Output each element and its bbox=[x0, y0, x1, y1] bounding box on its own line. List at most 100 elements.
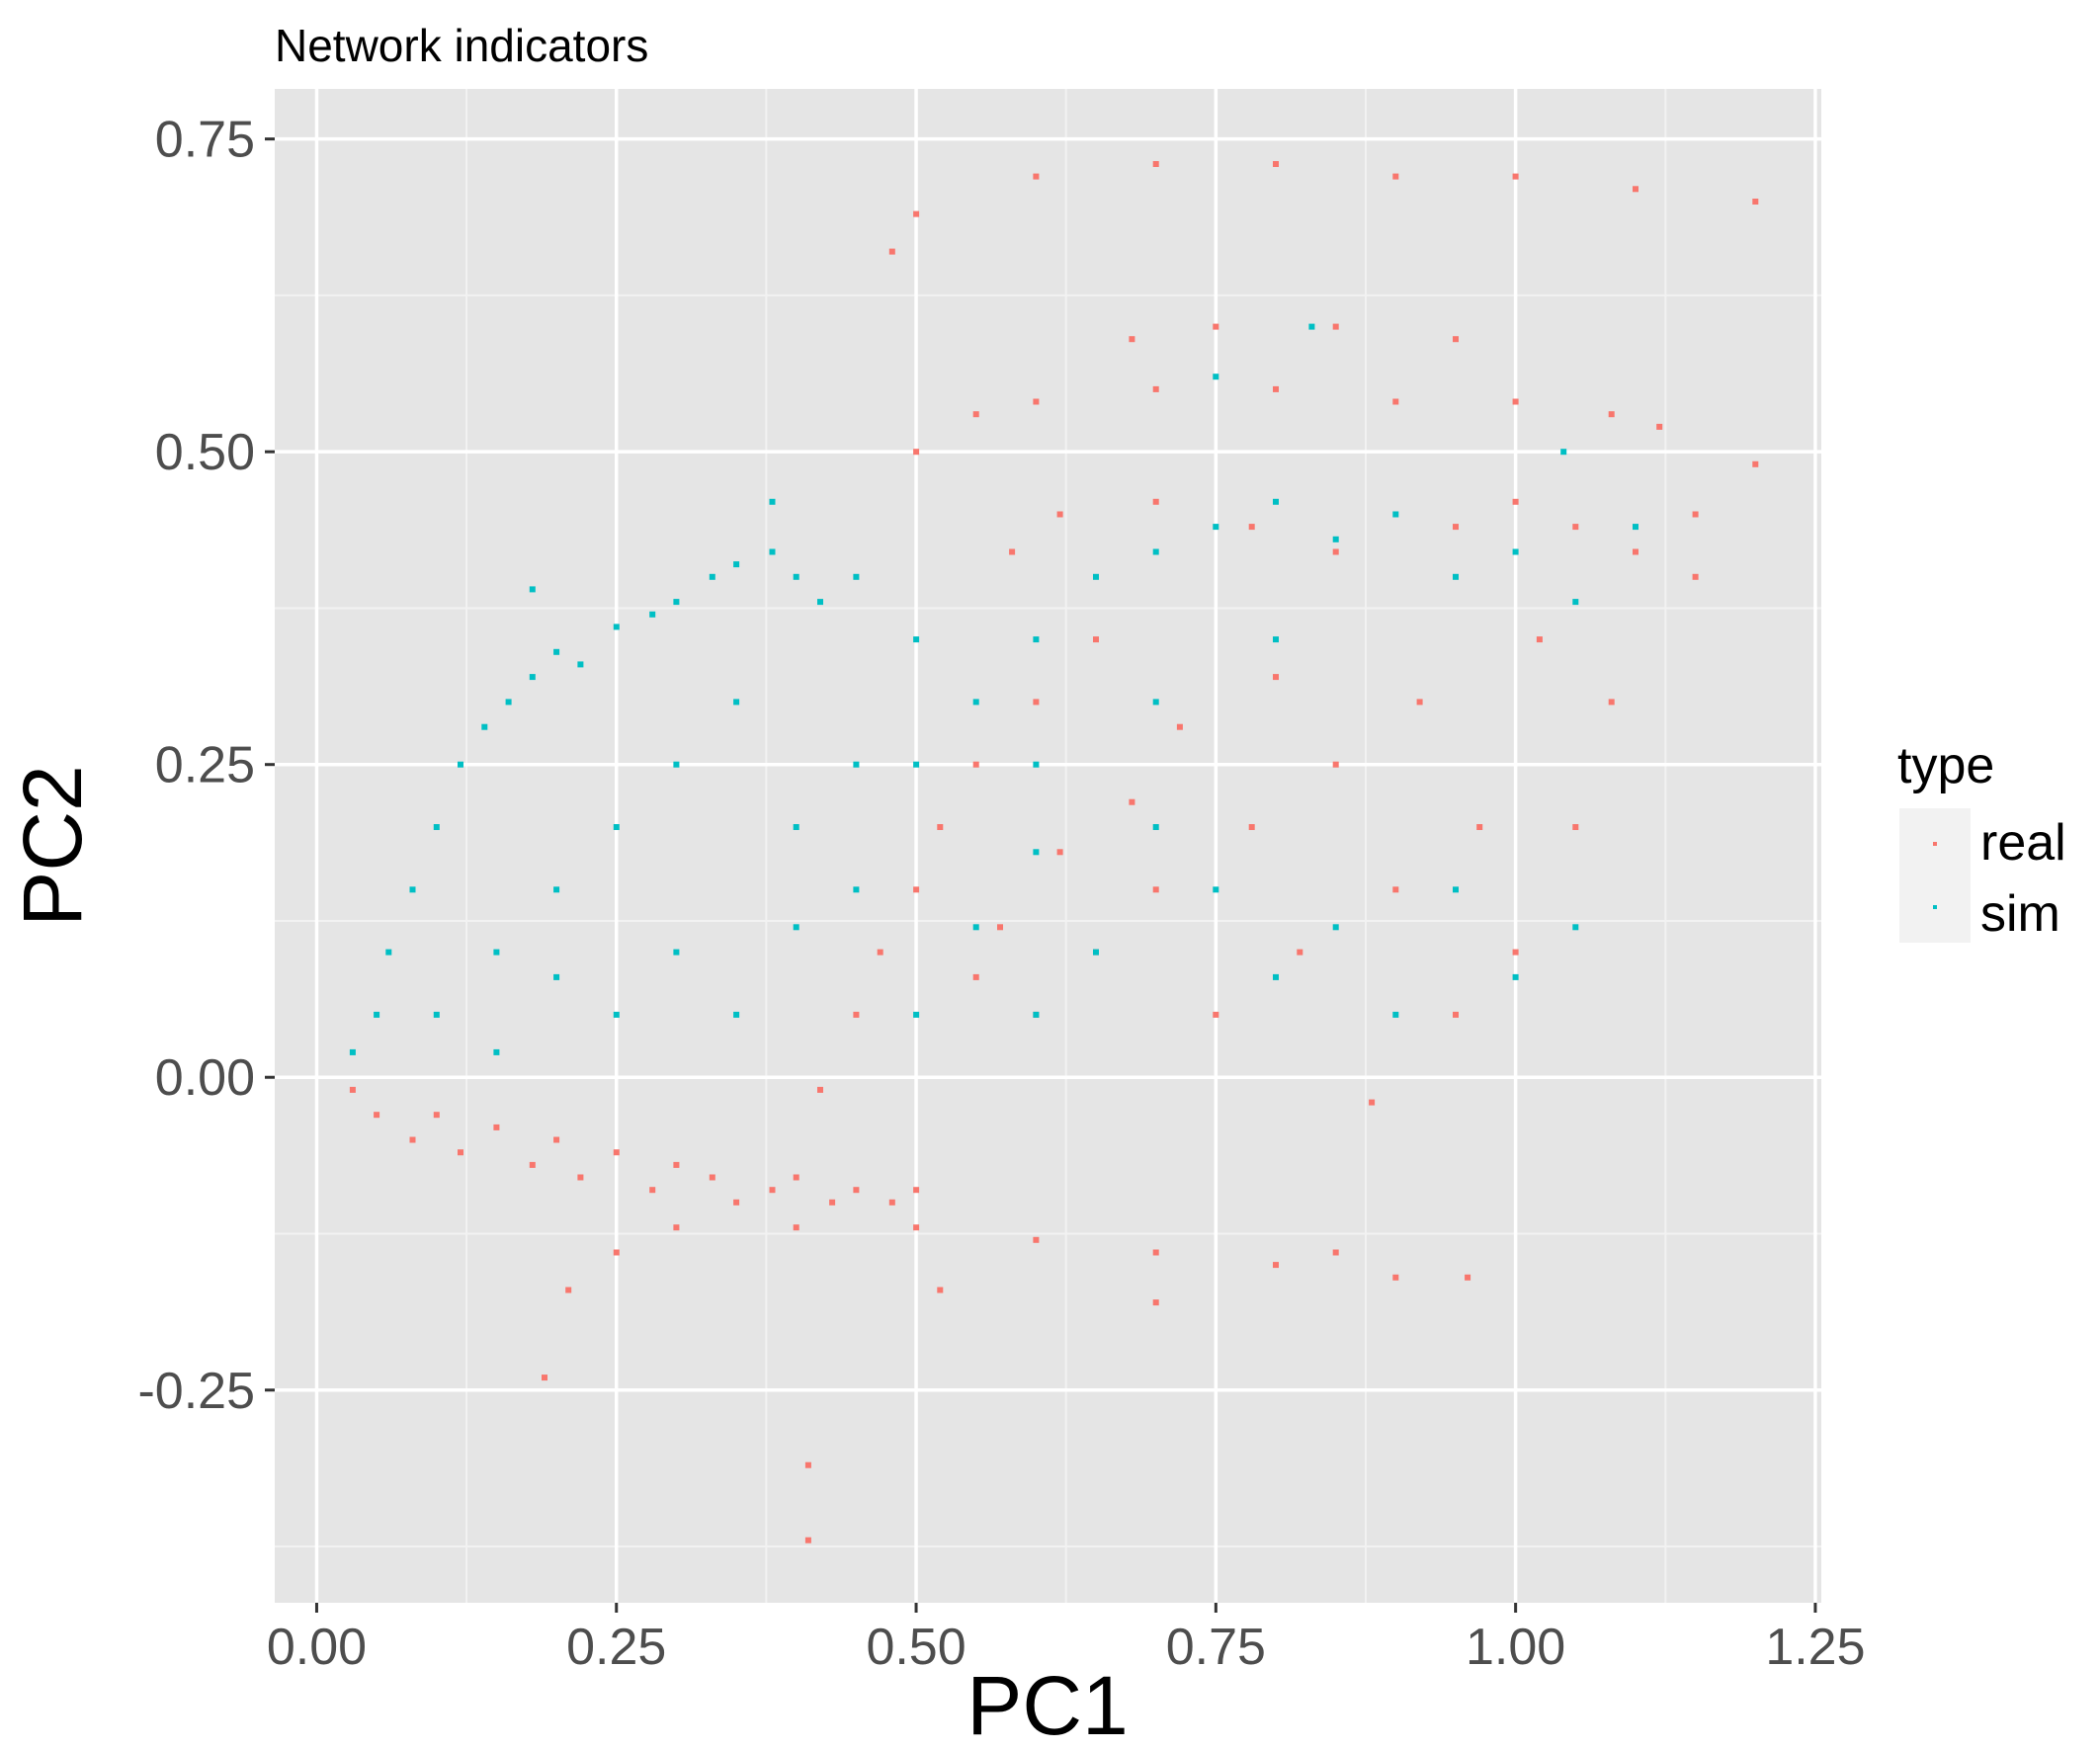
point-real bbox=[1152, 1299, 1159, 1306]
axis-ticks bbox=[265, 137, 1817, 1613]
point-sim bbox=[1213, 524, 1219, 531]
point-sim bbox=[733, 561, 740, 568]
point-real bbox=[1056, 849, 1063, 856]
point-sim bbox=[1453, 573, 1459, 580]
point-real bbox=[529, 1161, 536, 1168]
point-sim bbox=[493, 1048, 500, 1055]
point-sim bbox=[733, 1011, 740, 1018]
legend-label-real: real bbox=[1980, 814, 2066, 872]
point-sim bbox=[769, 548, 776, 555]
point-real bbox=[877, 949, 883, 956]
x-tick-label: 1.00 bbox=[1466, 1619, 1565, 1676]
point-sim bbox=[1392, 1011, 1399, 1018]
x-tick-label: 0.25 bbox=[566, 1619, 666, 1676]
point-sim bbox=[553, 648, 560, 655]
point-sim bbox=[1213, 374, 1219, 380]
point-sim bbox=[493, 949, 500, 956]
point-sim bbox=[1273, 498, 1279, 505]
point-real bbox=[853, 1011, 860, 1018]
point-sim bbox=[769, 498, 776, 505]
point-real bbox=[1392, 173, 1399, 180]
point-real bbox=[1465, 1274, 1471, 1281]
point-real bbox=[1213, 1011, 1219, 1018]
point-real bbox=[613, 1149, 620, 1156]
point-real bbox=[1152, 498, 1159, 505]
point-real bbox=[1512, 949, 1519, 956]
point-real bbox=[1033, 1236, 1040, 1243]
y-tick-label: 0.50 bbox=[155, 424, 255, 481]
point-real bbox=[1152, 1249, 1159, 1256]
point-real bbox=[577, 1174, 584, 1181]
point-real bbox=[888, 248, 895, 255]
point-real bbox=[1273, 1262, 1279, 1269]
x-tick-label: 0.75 bbox=[1166, 1619, 1266, 1676]
point-real bbox=[493, 1124, 500, 1130]
point-real bbox=[409, 1136, 416, 1143]
point-sim bbox=[1512, 548, 1519, 555]
point-sim bbox=[793, 924, 799, 931]
point-real bbox=[1332, 761, 1339, 768]
point-real bbox=[613, 1249, 620, 1256]
point-real bbox=[673, 1161, 680, 1168]
point-real bbox=[1248, 524, 1255, 531]
point-sim bbox=[505, 699, 512, 706]
point-real bbox=[1512, 173, 1519, 180]
point-real bbox=[649, 1187, 656, 1194]
point-real bbox=[553, 1136, 560, 1143]
point-sim bbox=[409, 886, 416, 893]
point-real bbox=[1297, 949, 1303, 956]
point-sim bbox=[1453, 886, 1459, 893]
point-real bbox=[733, 1199, 740, 1206]
point-real bbox=[1536, 636, 1543, 643]
y-tick-label: 0.00 bbox=[155, 1049, 255, 1107]
point-sim bbox=[853, 573, 860, 580]
point-real bbox=[1633, 548, 1638, 555]
point-real bbox=[913, 1224, 920, 1231]
point-real bbox=[1033, 699, 1040, 706]
point-real bbox=[1369, 1099, 1376, 1106]
point-sim bbox=[1033, 849, 1040, 856]
plot-panel bbox=[275, 89, 1821, 1603]
grid-major bbox=[275, 89, 1821, 1603]
data-points bbox=[349, 161, 1759, 1543]
point-sim bbox=[613, 624, 620, 630]
point-sim bbox=[733, 699, 740, 706]
point-real bbox=[1572, 524, 1579, 531]
point-sim bbox=[1560, 449, 1567, 456]
point-sim bbox=[577, 661, 584, 668]
point-sim bbox=[972, 699, 979, 706]
legend-title: type bbox=[1897, 737, 1994, 794]
y-tick-label: 0.75 bbox=[155, 112, 255, 169]
point-sim bbox=[433, 1011, 440, 1018]
point-real bbox=[1273, 161, 1279, 167]
point-sim bbox=[817, 599, 823, 606]
point-real bbox=[1608, 411, 1615, 418]
point-sim bbox=[853, 886, 860, 893]
point-sim bbox=[1093, 573, 1099, 580]
point-sim bbox=[374, 1011, 380, 1018]
point-real bbox=[1656, 423, 1663, 430]
point-real bbox=[937, 1287, 944, 1293]
point-real bbox=[804, 1537, 811, 1543]
point-real bbox=[913, 449, 920, 456]
point-real bbox=[433, 1112, 440, 1119]
point-sim bbox=[458, 761, 463, 768]
legend-label-sim: sim bbox=[1980, 885, 2060, 943]
x-tick-label: 0.50 bbox=[866, 1619, 966, 1676]
point-sim bbox=[1332, 924, 1339, 931]
point-real bbox=[1453, 524, 1459, 531]
point-sim bbox=[1093, 949, 1099, 956]
point-real bbox=[1752, 199, 1759, 205]
point-real bbox=[1453, 336, 1459, 343]
legend: type real sim bbox=[1897, 737, 2066, 943]
point-real bbox=[1213, 323, 1219, 330]
point-sim bbox=[1512, 973, 1519, 980]
point-real bbox=[793, 1174, 799, 1181]
point-real bbox=[1129, 336, 1135, 343]
point-real bbox=[972, 761, 979, 768]
legend-swatch-sim bbox=[1933, 905, 1937, 909]
point-sim bbox=[1392, 511, 1399, 518]
point-sim bbox=[1033, 761, 1040, 768]
point-real bbox=[1392, 886, 1399, 893]
point-real bbox=[1033, 173, 1040, 180]
